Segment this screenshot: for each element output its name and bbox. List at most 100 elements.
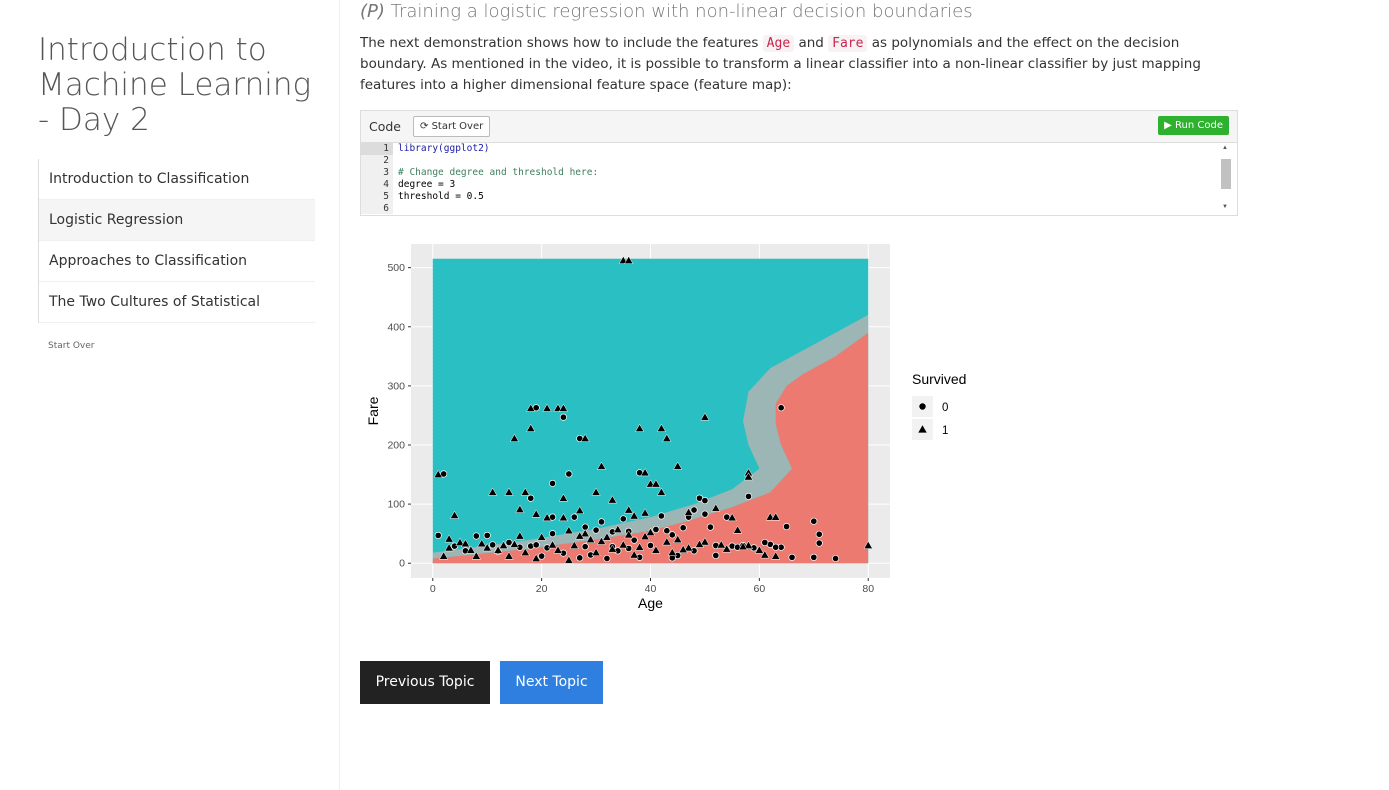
data-point-survived-0 bbox=[706, 523, 714, 531]
data-point-survived-1 bbox=[482, 543, 492, 552]
data-point-survived-0 bbox=[434, 531, 442, 539]
next-topic-button[interactable]: Next Topic bbox=[500, 661, 603, 704]
data-point-survived-0 bbox=[663, 527, 671, 535]
data-point-survived-1 bbox=[863, 540, 873, 549]
data-point-survived-1 bbox=[504, 487, 514, 496]
topic-item-logistic-regression[interactable]: Logistic Regression bbox=[39, 200, 315, 241]
data-point-survived-1 bbox=[645, 527, 656, 536]
data-point-survived-1 bbox=[444, 543, 454, 552]
data-point-survived-0 bbox=[576, 554, 584, 562]
data-point-survived-0 bbox=[712, 551, 720, 560]
data-point-survived-0 bbox=[532, 541, 540, 549]
data-point-survived-1 bbox=[700, 412, 710, 421]
data-point-survived-1 bbox=[618, 540, 628, 549]
data-point-survived-1 bbox=[444, 534, 454, 543]
editor-scrollbar[interactable]: ▲ ▼ bbox=[1220, 145, 1231, 212]
y-tick-label: 500 bbox=[387, 262, 405, 274]
line-number: 3 bbox=[383, 167, 389, 178]
previous-topic-button[interactable]: Previous Topic bbox=[360, 661, 490, 704]
data-point-survived-0 bbox=[570, 513, 578, 521]
scrollbar-thumb[interactable] bbox=[1221, 159, 1231, 189]
code-start-over-label: Start Over bbox=[431, 121, 484, 132]
data-point-survived-0 bbox=[527, 494, 535, 502]
line-number: 4 bbox=[383, 179, 389, 190]
sidebar-start-over-link[interactable]: Start Over bbox=[48, 341, 95, 351]
description-paragraph: The next demonstration shows how to incl… bbox=[360, 33, 1230, 96]
data-point-survived-1 bbox=[553, 545, 563, 554]
data-point-survived-0 bbox=[489, 541, 497, 549]
data-point-survived-1 bbox=[700, 537, 710, 546]
data-point-survived-1 bbox=[640, 508, 650, 517]
code-editor[interactable]: 1 library(ggplot2) 2 3 # Change degree and… bbox=[361, 143, 1237, 214]
scroll-down-icon[interactable]: ▼ bbox=[1222, 204, 1228, 210]
data-point-survived-1 bbox=[449, 510, 460, 519]
data-point-survived-1 bbox=[624, 255, 634, 264]
data-point-survived-1 bbox=[493, 545, 503, 554]
data-point-survived-1 bbox=[531, 553, 541, 562]
data-point-survived-1 bbox=[526, 423, 536, 432]
line-number: 6 bbox=[383, 203, 389, 214]
data-point-survived-1 bbox=[651, 479, 661, 488]
legend-label: 0 bbox=[942, 402, 948, 414]
topic-item-approaches-to-classification[interactable]: Approaches to Classification bbox=[39, 241, 315, 282]
data-point-survived-1 bbox=[596, 461, 607, 470]
data-point-survived-1 bbox=[575, 531, 585, 540]
run-code-label: Run Code bbox=[1175, 120, 1223, 131]
topic-item-introduction-to-classification[interactable]: Introduction to Classification bbox=[39, 159, 315, 200]
topic-item-two-cultures[interactable]: The Two Cultures of Statistical bbox=[39, 282, 315, 323]
data-point-survived-0 bbox=[744, 492, 753, 500]
heading-tag: (P) bbox=[360, 1, 385, 22]
data-point-survived-1 bbox=[542, 512, 552, 522]
line-number: 1 bbox=[383, 143, 389, 154]
data-point-survived-1 bbox=[673, 461, 683, 470]
region-transition bbox=[432, 314, 869, 559]
data-point-survived-1 bbox=[564, 526, 574, 535]
data-point-survived-0 bbox=[701, 510, 709, 518]
data-point-survived-1 bbox=[558, 403, 569, 412]
data-point-survived-0 bbox=[668, 531, 676, 539]
data-point-survived-1 bbox=[629, 511, 639, 520]
data-point-survived-0 bbox=[772, 543, 780, 551]
data-point-survived-1 bbox=[624, 530, 634, 539]
code-line-text: degree = 3 bbox=[398, 179, 456, 190]
data-point-survived-0 bbox=[761, 538, 769, 547]
data-point-survived-1 bbox=[613, 524, 623, 533]
y-tick-label: 400 bbox=[387, 321, 405, 333]
data-point-survived-1 bbox=[558, 493, 569, 502]
data-point-survived-1 bbox=[455, 537, 465, 546]
data-point-survived-1 bbox=[771, 551, 781, 560]
data-point-survived-1 bbox=[504, 551, 514, 560]
data-point-survived-1 bbox=[656, 487, 667, 496]
data-point-survived-1 bbox=[591, 487, 601, 496]
data-point-survived-1 bbox=[433, 469, 443, 478]
y-tick-label: 300 bbox=[387, 380, 405, 392]
data-point-survived-0 bbox=[810, 517, 818, 525]
data-point-survived-0 bbox=[625, 544, 633, 552]
code-start-over-button[interactable]: ⟳ Start Over bbox=[413, 116, 491, 137]
data-point-survived-1 bbox=[580, 528, 590, 538]
data-point-survived-1 bbox=[683, 507, 694, 516]
y-axis-label: Fare bbox=[365, 396, 381, 425]
data-point-survived-1 bbox=[580, 433, 590, 442]
x-tick-label: 40 bbox=[645, 583, 657, 595]
data-point-survived-1 bbox=[460, 539, 471, 548]
code-line-text: library(ggplot2) bbox=[398, 143, 490, 154]
y-tick-label: 200 bbox=[387, 439, 405, 451]
legend-title: Survived bbox=[912, 371, 966, 387]
code-label: Code bbox=[369, 119, 402, 134]
data-point-survived-0 bbox=[815, 530, 823, 538]
data-point-survived-1 bbox=[754, 545, 764, 554]
data-point-survived-0 bbox=[657, 512, 665, 520]
run-code-button[interactable]: ▶ Run Code bbox=[1158, 116, 1229, 135]
code-line-text: threshold = 0.5 bbox=[398, 191, 484, 202]
data-point-survived-1 bbox=[537, 532, 547, 541]
data-point-survived-1 bbox=[509, 433, 520, 442]
code-age: Age bbox=[762, 35, 795, 52]
data-point-survived-1 bbox=[547, 540, 558, 549]
scroll-up-icon[interactable]: ▲ bbox=[1222, 145, 1228, 151]
data-point-survived-1 bbox=[488, 487, 498, 496]
data-point-survived-1 bbox=[439, 551, 449, 560]
data-point-survived-1 bbox=[498, 540, 509, 549]
data-point-survived-1 bbox=[743, 540, 754, 549]
data-point-survived-1 bbox=[727, 512, 737, 522]
